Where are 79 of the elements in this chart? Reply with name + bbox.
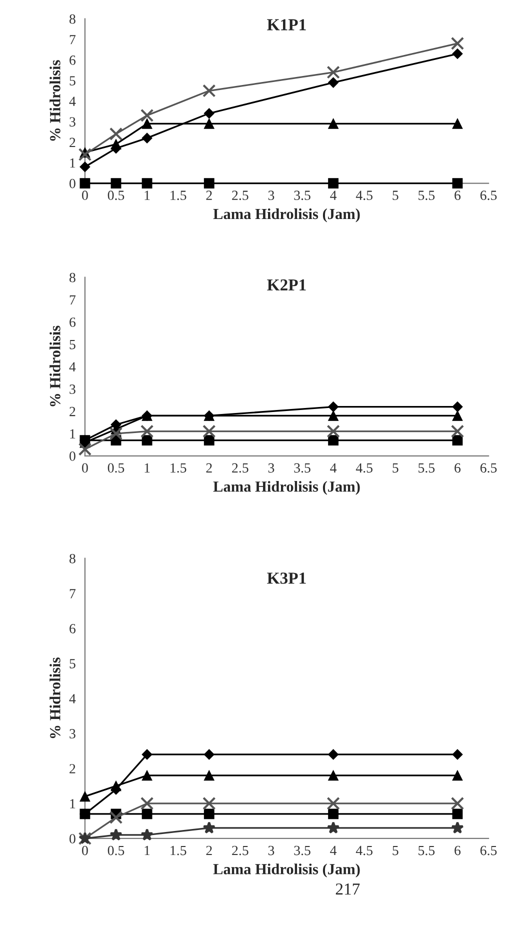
y-tick-label: 1 <box>70 799 76 808</box>
x-tick-label: 5.5 <box>418 846 435 856</box>
x-axis-title: Lama Hidrolisis (Jam) <box>213 864 360 878</box>
chart-title: K2P1 <box>267 279 306 290</box>
y-tick-label: 6 <box>70 624 76 634</box>
x-tick-label: 2 <box>206 463 212 472</box>
y-tick-label: 0 <box>70 178 76 188</box>
x-tick-label: 1 <box>144 463 150 472</box>
y-tick-label: 1 <box>70 429 76 438</box>
y-tick-label: 5 <box>70 76 76 86</box>
x-tick-label: 1 <box>144 846 150 856</box>
x-tick-label: 6.5 <box>480 190 497 200</box>
y-tick-label: 4 <box>69 694 76 704</box>
x-tick-label: 6 <box>454 463 461 473</box>
y-tick-label: 6 <box>70 56 76 65</box>
x-tick-label: 3.5 <box>294 463 310 473</box>
x-tick-label: 3.5 <box>294 190 310 200</box>
x-tick-label: 0.5 <box>108 846 124 856</box>
x-tick-label: 2.5 <box>232 190 248 200</box>
x-tick-label: 2 <box>206 846 212 856</box>
x-tick-label: 5 <box>392 846 398 856</box>
x-tick-label: 1 <box>144 190 150 200</box>
y-tick-label: 1 <box>70 158 76 168</box>
x-tick-label: 6 <box>454 846 461 856</box>
y-axis-title: % Hidrolisis <box>50 658 60 738</box>
x-tick-label: 0 <box>82 463 88 473</box>
x-tick-label: 2 <box>206 190 212 200</box>
y-tick-label: 8 <box>70 272 76 282</box>
x-axis-title: Lama Hidrolisis (Jam) <box>213 208 360 222</box>
y-tick-label: 0 <box>70 834 76 844</box>
x-tick-label: 4 <box>330 190 337 200</box>
x-tick-label: 2.5 <box>232 463 248 473</box>
x-tick-label: 4.5 <box>356 190 372 200</box>
x-tick-label: 5.5 <box>418 190 435 200</box>
y-tick-label: 4 <box>69 96 76 106</box>
y-axis-title: % Hidrolisis <box>50 60 60 141</box>
x-axis-title: Lama Hidrolisis (Jam) <box>213 480 360 495</box>
x-tick-label: 4.5 <box>356 463 372 473</box>
y-tick-label: 8 <box>70 554 76 564</box>
y-tick-label: 2 <box>70 764 76 774</box>
x-tick-label: 4.5 <box>356 846 372 856</box>
y-tick-label: 8 <box>70 14 76 24</box>
y-tick-label: 2 <box>70 406 76 416</box>
y-tick-label: 7 <box>70 295 76 304</box>
x-tick-label: 6.5 <box>480 463 497 473</box>
y-tick-label: 3 <box>70 117 76 127</box>
x-tick-label: 5 <box>392 190 398 200</box>
x-tick-label: 4 <box>330 846 337 856</box>
text: 217 <box>336 883 360 895</box>
x-tick-label: 6.5 <box>480 846 497 856</box>
x-tick-label: 1.5 <box>170 846 186 856</box>
y-tick-label: 4 <box>69 362 76 372</box>
x-tick-label: 0.5 <box>108 463 124 473</box>
y-tick-label: 3 <box>70 384 76 394</box>
x-tick-label: 1.5 <box>170 190 186 200</box>
x-tick-label: 3 <box>268 190 274 200</box>
x-tick-label: 3 <box>268 463 274 473</box>
y-tick-label: 0 <box>70 451 76 461</box>
y-tick-label: 2 <box>70 138 76 147</box>
text: K3P1 <box>267 572 306 584</box>
x-tick-label: 5.5 <box>418 463 435 473</box>
x-tick-label: 6 <box>454 190 461 200</box>
x-tick-label: 0 <box>82 190 88 200</box>
x-tick-label: 3.5 <box>294 846 310 856</box>
x-tick-label: 2.5 <box>232 846 248 856</box>
y-tick-label: 6 <box>70 318 76 327</box>
x-tick-label: 1.5 <box>170 463 186 473</box>
y-axis-title: % Hidrolisis <box>50 326 60 406</box>
chart-title: K1P1 <box>267 19 306 30</box>
x-tick-label: 5 <box>392 463 398 473</box>
y-tick-label: 5 <box>70 659 76 668</box>
y-tick-label: 7 <box>70 35 76 44</box>
y-tick-label: 3 <box>70 729 76 738</box>
x-tick-label: 0.5 <box>108 190 124 200</box>
y-tick-label: 5 <box>70 340 76 350</box>
y-tick-label: 7 <box>70 589 76 598</box>
x-tick-label: 4 <box>330 463 337 472</box>
x-tick-label: 0 <box>82 846 88 856</box>
x-tick-label: 3 <box>268 846 274 856</box>
